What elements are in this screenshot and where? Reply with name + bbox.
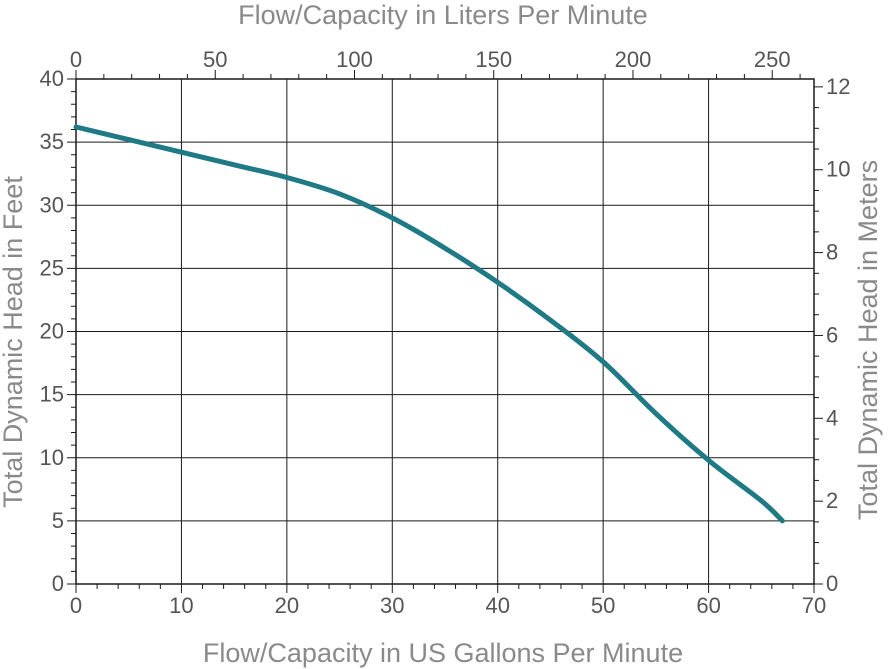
x-bottom-axis-title: Flow/Capacity in US Gallons Per Minute — [203, 638, 683, 668]
y-left-axis-title: Total Dynamic Head in Feet — [0, 176, 28, 508]
x-bottom-tick-label: 70 — [802, 593, 826, 618]
x-top-tick-label: 50 — [203, 47, 227, 72]
y-left-tick-label: 40 — [40, 66, 64, 91]
x-top-tick-label: 150 — [475, 47, 512, 72]
y-right-tick-label: 12 — [826, 74, 850, 99]
x-top-tick-label: 0 — [70, 47, 82, 72]
y-left-tick-label: 0 — [52, 571, 64, 596]
y-right-tick-label: 6 — [826, 322, 838, 347]
x-bottom-tick-label: 30 — [380, 593, 404, 618]
y-left-tick-label: 20 — [40, 319, 64, 344]
y-left-tick-label: 5 — [52, 508, 64, 533]
x-bottom-tick-label: 20 — [275, 593, 299, 618]
y-right-tick-label: 4 — [826, 405, 838, 430]
y-left-tick-label: 10 — [40, 445, 64, 470]
x-bottom-tick-label: 10 — [169, 593, 193, 618]
x-top-axis-title: Flow/Capacity in Liters Per Minute — [238, 0, 648, 30]
y-left-tick-label: 30 — [40, 192, 64, 217]
y-right-tick-label: 8 — [826, 240, 838, 265]
y-left-tick-label: 35 — [40, 129, 64, 154]
x-top-tick-label: 250 — [754, 47, 791, 72]
x-bottom-tick-label: 50 — [591, 593, 615, 618]
y-right-tick-label: 0 — [826, 571, 838, 596]
x-top-tick-label: 100 — [336, 47, 373, 72]
y-right-tick-label: 2 — [826, 488, 838, 513]
y-right-axis-title: Total Dynamic Head in Meters — [853, 160, 883, 520]
x-top-tick-label: 200 — [615, 47, 652, 72]
y-left-tick-label: 25 — [40, 255, 64, 280]
y-right-tick-label: 10 — [826, 157, 850, 182]
performance-curve — [73, 124, 785, 524]
x-bottom-tick-label: 0 — [70, 593, 82, 618]
x-bottom-tick-label: 40 — [485, 593, 509, 618]
series-layer — [73, 124, 785, 524]
minor-ticks — [67, 70, 823, 593]
x-bottom-tick-label: 60 — [696, 593, 720, 618]
y-left-tick-label: 15 — [40, 382, 64, 407]
